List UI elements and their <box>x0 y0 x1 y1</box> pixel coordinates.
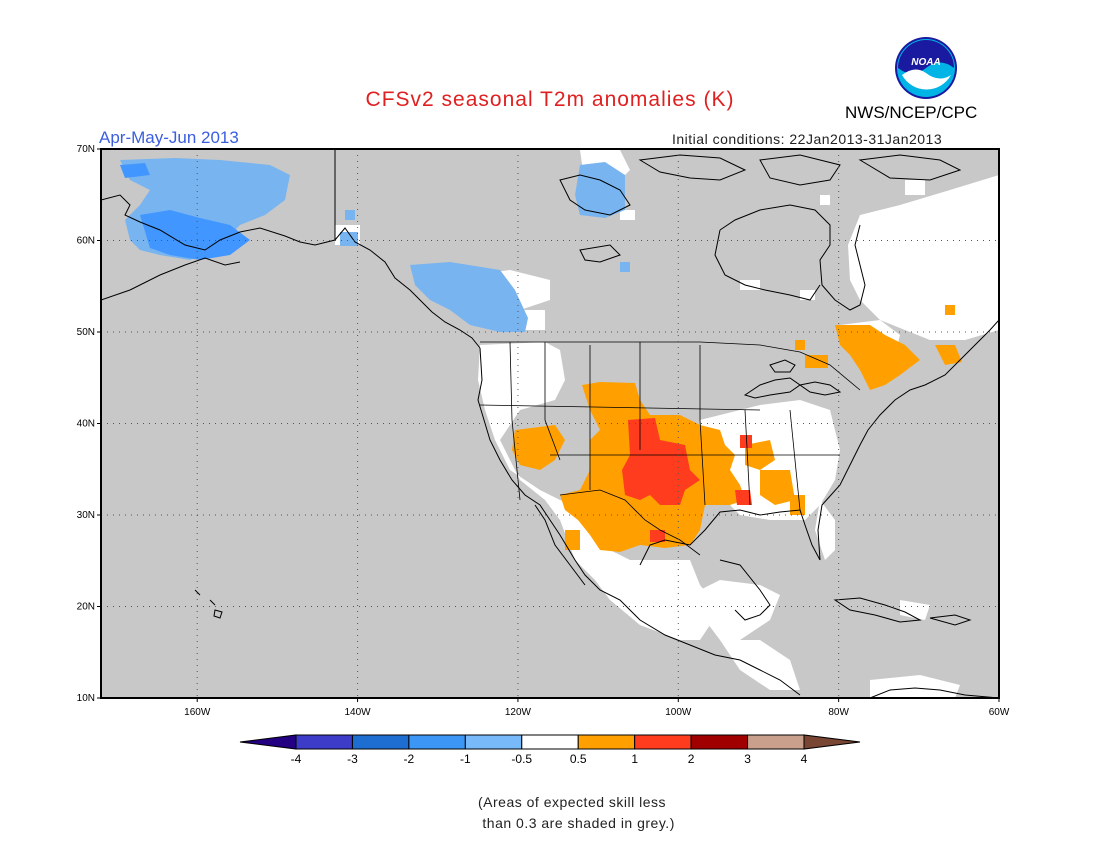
colorbar-cell <box>577 734 636 750</box>
lat-label: 60N <box>77 236 95 247</box>
lon-label: 120W <box>505 707 532 718</box>
anomaly-map: 10N 20N 30N 40N 50N 60N 70N 160W 140W 120W 100W 80W… <box>77 144 1010 718</box>
lat-label: 20N <box>77 602 95 613</box>
noaa-logo-icon: NOAA <box>895 37 957 99</box>
colorbar-label: 3 <box>744 752 751 766</box>
colorbar-cell <box>295 734 353 750</box>
political-boundaries <box>479 341 861 556</box>
season-label: Apr-May-Jun 2013 <box>99 128 239 147</box>
colorbar-cell <box>464 734 523 750</box>
positive-anomaly-regions <box>512 305 962 552</box>
colorbar-label: -3 <box>347 752 358 766</box>
chart-title: CFSv2 seasonal T2m anomalies (K) <box>365 88 735 111</box>
colorbar-cell <box>634 734 692 750</box>
colorbar-label: 0.5 <box>570 752 587 766</box>
colorbar-label: -4 <box>291 752 302 766</box>
lat-label: 10N <box>77 693 95 704</box>
lon-label: 160W <box>184 707 211 718</box>
lat-label: 50N <box>77 327 95 338</box>
agency-label: NWS/NCEP/CPC <box>845 103 978 122</box>
colorbar-label: 1 <box>631 752 638 766</box>
colorbar-cell <box>408 734 466 750</box>
colorbar-cell <box>351 734 410 750</box>
colorbar-label: 4 <box>801 752 808 766</box>
axis-labels: 10N 20N 30N 40N 50N 60N 70N 160W 140W 120W 100W 80W… <box>77 144 1010 718</box>
colorbar-cell <box>803 734 861 750</box>
lat-label: 30N <box>77 510 95 521</box>
initial-conditions-label: Initial conditions: 22Jan2013-31Jan2013 <box>672 131 943 147</box>
colorbar-label: -0.5 <box>511 752 532 766</box>
footnote-line-2: than 0.3 are shaded in grey.) <box>478 815 675 831</box>
lon-label: 100W <box>665 707 692 718</box>
lon-label: 60W <box>989 707 1010 718</box>
lon-label: 140W <box>345 707 372 718</box>
coastlines <box>101 149 999 698</box>
colorbar-label: 2 <box>688 752 695 766</box>
colorbar-label: -1 <box>460 752 471 766</box>
lat-label: 70N <box>77 144 95 155</box>
lat-label: 40N <box>77 419 95 430</box>
logo-text: NOAA <box>911 57 940 68</box>
colorbar-cell <box>690 734 749 750</box>
lon-label: 80W <box>828 707 849 718</box>
axis-ticks <box>97 148 1000 702</box>
colorbar-cell <box>239 734 297 750</box>
map-background <box>101 149 999 698</box>
footnote-line-1: (Areas of expected skill less <box>478 794 667 810</box>
colorbar: -4 -3 -2 -1 -0.5 0.5 1 2 3 4 <box>239 734 861 766</box>
colorbar-label: -2 <box>404 752 415 766</box>
negative-anomaly-regions <box>120 158 630 332</box>
colorbar-cell <box>521 734 579 750</box>
footnote: (Areas of expected skill less than 0.3 a… <box>478 792 675 834</box>
colorbar-cell <box>747 734 805 750</box>
